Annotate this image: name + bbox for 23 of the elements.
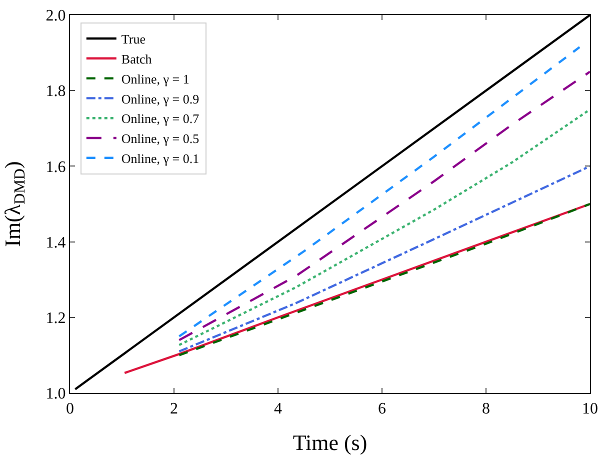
y-tick-label: 1.2 [46, 310, 66, 327]
legend-label: Online, γ = 1 [121, 71, 190, 86]
x-tick-label: 0 [66, 400, 74, 418]
legend-label: Online, γ = 0.5 [121, 131, 200, 146]
line-series [178, 108, 590, 346]
x-tick-label: 8 [482, 400, 490, 418]
y-tick-label: 1.4 [46, 234, 66, 252]
y-tick-label: 1.0 [46, 386, 66, 403]
legend-label: True [121, 32, 146, 47]
legend-label: Batch [121, 51, 152, 66]
x-tick-label: 2 [170, 400, 178, 418]
y-tick-label: 1.6 [46, 158, 66, 176]
x-tick-label: 10 [582, 400, 598, 418]
x-tick-label: 6 [378, 400, 386, 418]
legend-label: Online, γ = 0.1 [121, 150, 200, 166]
x-tick-label: 4 [274, 400, 282, 418]
legend-label: Online, γ = 0.7 [121, 111, 200, 126]
y-tick-label: 2.0 [46, 8, 66, 25]
line-series [178, 202, 590, 356]
y-tick-label: 1.8 [46, 83, 66, 100]
x-axis-title: Time (s) [292, 430, 368, 455]
legend-label: Online, γ = 0.9 [121, 91, 200, 106]
line-series [178, 165, 590, 353]
